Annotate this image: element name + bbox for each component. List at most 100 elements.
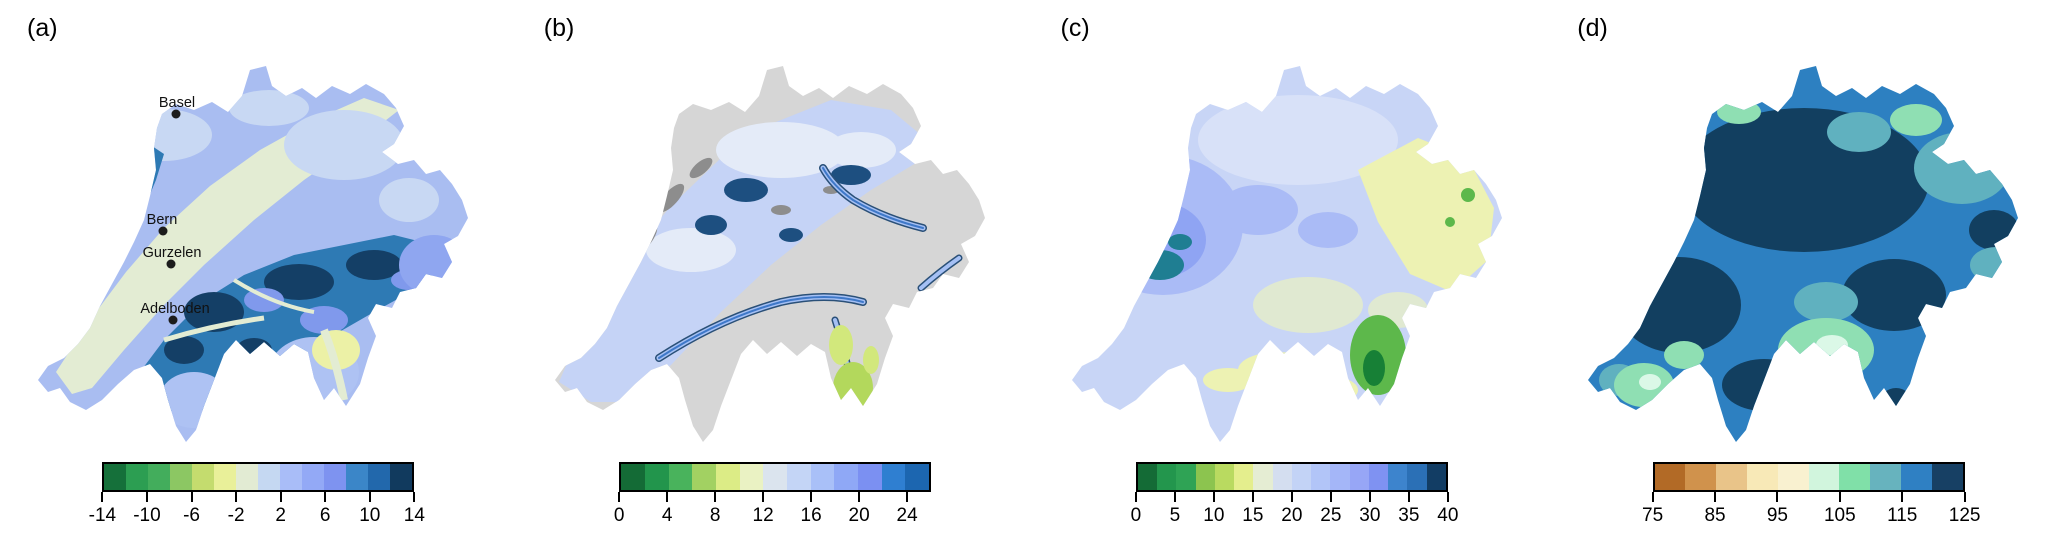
colorbar-cell [1388,464,1408,490]
colorbar-cell [905,464,930,490]
colorbar-tick-label: 10 [1203,505,1225,526]
colorbar-tick-label: -2 [227,505,245,526]
colorbar-cell [302,464,325,490]
city-label-adelboden: Adelboden [140,301,209,317]
colorbar-cell [739,464,764,490]
colorbar-cell [1253,464,1273,490]
colorbar-ticks [101,492,416,502]
colorbar-cell [810,464,835,490]
colorbar-cells [102,462,415,492]
colorbar-tick-label: 25 [1320,505,1342,526]
colorbar-cells [619,462,932,492]
colorbar-tick [1446,492,1449,502]
colorbar-tick [1407,492,1410,502]
colorbar-tick [666,492,669,502]
colorbar-tick-label: 0 [613,505,625,526]
colorbar-cell [170,464,193,490]
city-label-gurzelen: Gurzelen [143,245,202,261]
colorbar-cell [1368,464,1389,490]
colorbar-cell [236,464,259,490]
colorbar-tick [1714,492,1717,502]
city-marker-gurzelen: Gurzelen [143,245,202,269]
colorbar-cell [1808,464,1840,490]
map-switzerland-ratio [1588,66,2019,442]
colorbar-cell [1747,464,1778,490]
colorbar-tick-label: 15 [1242,505,1264,526]
map-switzerland-snow [554,66,985,442]
colorbar-b: 0 4 8 12 16 20 24 [614,462,932,529]
map-switzerland-index [1071,66,1502,442]
colorbar-tick-label: 6 [319,505,331,526]
colorbar-cell [1870,464,1901,490]
colorbar-cell [1176,464,1196,490]
colorbar-cell [1291,464,1312,490]
colorbar-cell [881,464,906,490]
colorbar-cell [1234,464,1254,490]
colorbar-tick [858,492,861,502]
colorbar-tick [1901,492,1904,502]
colorbar-cell [214,464,237,490]
colorbar-cell [834,464,858,490]
colorbar-cell [1839,464,1871,490]
colorbar-tick-label: 2 [275,505,286,526]
city-dot-bern [158,226,168,236]
panel-label-d: (d) [1577,14,1608,42]
colorbar-cell [104,464,127,490]
colorbar-tick [235,492,238,502]
colorbar-tick [368,492,371,502]
colorbar-tick-label: 20 [848,505,870,526]
panel-label-c: (c) [1060,14,1090,42]
colorbar-d: 75 85 95 105 115 125 [1642,462,1980,529]
panel-c: (c) [1034,0,1551,552]
colorbar-cell [368,464,391,490]
panel-a: (a) [0,0,517,552]
colorbar-cell [280,464,303,490]
colorbar-tick-labels: 75 85 95 105 115 125 [1642,505,1980,529]
colorbar-tick [618,492,621,502]
city-dot-basel [171,109,181,119]
colorbar-tick-label: 40 [1437,505,1459,526]
colorbar-tick-label: 125 [1948,505,1981,526]
colorbar-tick-label: 85 [1704,505,1726,526]
colorbar-cell [1157,464,1177,490]
city-marker-adelboden: Adelboden [140,301,210,325]
colorbar-tick [324,492,327,502]
colorbar-cell [786,464,811,490]
colorbar-cell [390,464,413,490]
colorbar-cell [148,464,171,490]
colorbar-cells [1652,462,1965,492]
colorbar-tick-label: 20 [1281,505,1303,526]
colorbar-tick-label: 24 [896,505,918,526]
colorbar-cell [1777,464,1809,490]
colorbar-ticks [1134,492,1449,502]
colorbar-tick-label: 12 [752,505,774,526]
colorbar-tick-label: -6 [183,505,200,526]
colorbar-tick-label: 0 [1130,505,1142,526]
colorbar-cell [668,464,693,490]
colorbar-tick [714,492,717,502]
colorbar-tick-label: 14 [403,505,425,526]
colorbar-tick [190,492,193,502]
city-label-bern: Bern [147,212,178,228]
colorbar-tick-label: 75 [1642,505,1664,526]
colorbar-cell [715,464,740,490]
colorbar-cell [644,464,669,490]
colorbar-cell [692,464,716,490]
colorbar-tick-label: 16 [800,505,822,526]
colorbar-cell [1272,464,1292,490]
colorbar-cell [1685,464,1717,490]
colorbar-cell [1931,464,1963,490]
colorbar-tick-label: -10 [133,505,161,526]
colorbar-ticks [618,492,931,502]
map-switzerland-temperature: Basel Bern Gurzelen Adelboden [38,66,468,442]
colorbar-cell [258,464,281,490]
colorbar-cell [1349,464,1369,490]
colorbar-a: -14 -10 -6 -2 2 6 10 14 [89,462,425,529]
colorbar-tick [906,492,909,502]
colorbar-cell [1195,464,1215,490]
colorbar-tick [1212,492,1215,502]
colorbar-tick-label: 8 [709,505,721,526]
colorbar-cell [1137,464,1158,490]
colorbar-tick [762,492,765,502]
